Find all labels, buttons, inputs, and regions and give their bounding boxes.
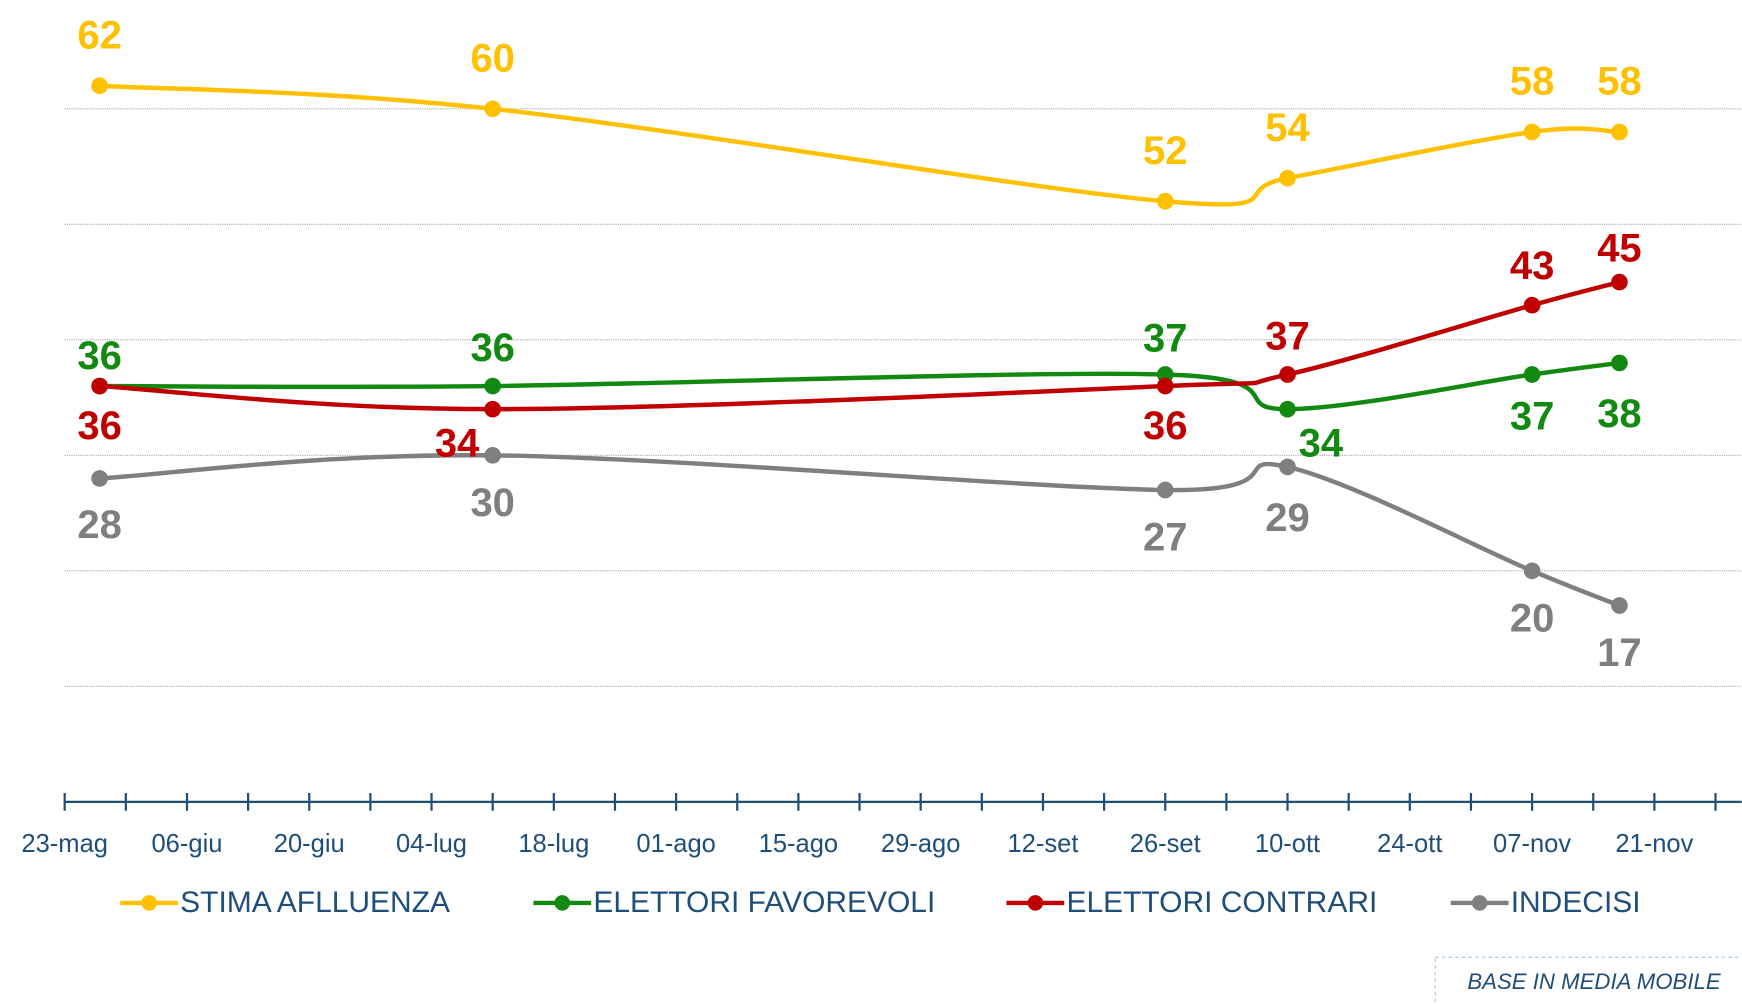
data-label: 36: [1143, 404, 1187, 448]
point: [1523, 296, 1541, 314]
legend-marker: [1471, 895, 1488, 911]
point: [1279, 169, 1296, 187]
data-label: 34: [1299, 421, 1344, 465]
note: BASE IN MEDIA MOBILE: [1467, 969, 1722, 994]
legend-label: ELETTORI FAVOREVOLI: [593, 886, 935, 919]
point: [1156, 377, 1174, 395]
data-label: 37: [1510, 394, 1554, 438]
data-label: 29: [1265, 496, 1309, 540]
point: [91, 377, 108, 395]
x-tick-label: 04-lug: [396, 830, 467, 858]
point: [1279, 458, 1296, 476]
point: [1611, 597, 1628, 614]
data-label: 62: [77, 14, 121, 58]
legend-label: ELETTORI CONTRARI: [1066, 886, 1377, 919]
x-tick-label: 10-ott: [1255, 830, 1320, 858]
data-label: 36: [470, 326, 514, 370]
data-label: 36: [77, 334, 121, 378]
point: [484, 377, 502, 395]
x-tick-label: 21-nov: [1615, 830, 1693, 858]
point: [1523, 123, 1541, 141]
data-label: 37: [1143, 317, 1187, 361]
point: [1523, 366, 1541, 383]
x-tick-label: 12-set: [1007, 830, 1078, 858]
point: [1611, 354, 1628, 372]
point: [1279, 366, 1296, 383]
data-label: 20: [1510, 596, 1554, 640]
data-label: 54: [1265, 106, 1310, 150]
x-tick-label: 07-nov: [1493, 830, 1571, 858]
data-label: 27: [1143, 516, 1187, 560]
point: [484, 400, 502, 418]
x-tick-label: 15-ago: [759, 830, 839, 858]
point: [91, 470, 108, 487]
data-label: 52: [1143, 129, 1187, 173]
point: [1523, 562, 1541, 580]
point: [1156, 192, 1174, 210]
data-label: 58: [1510, 60, 1554, 104]
point: [1156, 366, 1174, 383]
point: [1611, 123, 1628, 141]
legend-marker: [141, 895, 157, 911]
series-line: [99, 453, 1621, 608]
point: [484, 447, 502, 464]
x-tick-label: 20-giu: [274, 830, 345, 858]
x-tick-label: 24-ott: [1377, 830, 1442, 858]
data-label: 45: [1597, 227, 1641, 271]
point: [484, 100, 502, 118]
x-tick-label: 01-ago: [636, 830, 716, 858]
data-label: 28: [77, 503, 121, 547]
data-label: 36: [77, 404, 121, 448]
data-label: 58: [1597, 60, 1641, 104]
legend-marker: [554, 895, 571, 911]
x-tick-label: 23-mag: [21, 830, 108, 858]
note-box: [1434, 956, 1742, 1004]
series-line: [99, 83, 1620, 207]
legend-marker: [1027, 895, 1044, 911]
point: [91, 77, 108, 95]
x-tick-label: 18-lug: [518, 830, 589, 858]
data-label: 37: [1265, 315, 1309, 359]
point: [1611, 273, 1628, 291]
x-tick-label: 06-giu: [151, 830, 222, 858]
point: [1156, 481, 1174, 499]
x-tick-label: 26-set: [1130, 830, 1201, 858]
x-tick-label: 29-ago: [881, 830, 961, 858]
data-label: 60: [470, 37, 514, 81]
data-label: 34: [435, 421, 480, 465]
data-label: 43: [1510, 244, 1554, 288]
data-label: 38: [1597, 392, 1641, 436]
point: [1279, 400, 1296, 418]
data-label: 17: [1597, 631, 1641, 675]
series-line: [99, 279, 1621, 412]
data-label: 30: [470, 481, 514, 525]
legend-label: INDECISI: [1511, 886, 1641, 919]
legend-label: STIMA AFLLUENZA: [180, 886, 450, 919]
